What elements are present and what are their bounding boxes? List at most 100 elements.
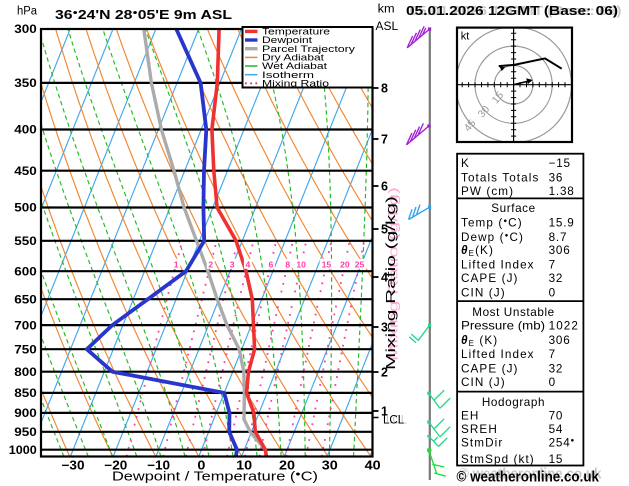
svg-text:4: 4 (381, 271, 388, 285)
svg-text:StmSpd (kt): StmSpd (kt) (461, 453, 535, 466)
svg-text:650: 650 (14, 292, 37, 306)
svg-text:4: 4 (246, 260, 251, 270)
svg-text:25: 25 (355, 260, 365, 270)
svg-text:θE(K): θE(K) (461, 244, 494, 258)
svg-text:750: 750 (14, 342, 37, 356)
svg-text:CIN (J): CIN (J) (461, 287, 506, 300)
svg-text:km: km (378, 4, 395, 16)
svg-text:36●24'N 28●05'E 9m ASL: 36 ●24'N 28 ●05'E 9m ASL (55, 8, 232, 22)
svg-text:15: 15 (322, 260, 332, 270)
svg-text:306: 306 (549, 244, 571, 257)
svg-text:300: 300 (14, 22, 37, 36)
svg-text:EH: EH (461, 409, 479, 422)
svg-text:850: 850 (14, 386, 37, 400)
svg-text:Mixing Ratio (g/kg): Mixing Ratio (g/kg) (384, 196, 398, 370)
svg-text:Dewpoint / Temperature (●C): Dewpoint / Temperature (●C) (112, 469, 318, 484)
svg-text:600: 600 (14, 264, 37, 278)
svg-text:Mixing Ratio (g/kg): Mixing Ratio (g/kg) (387, 187, 401, 361)
svg-text:15: 15 (549, 453, 564, 466)
svg-text:1: 1 (381, 405, 388, 419)
svg-text:8.7: 8.7 (549, 231, 568, 244)
svg-text:10: 10 (296, 260, 306, 270)
svg-text:900: 900 (14, 406, 37, 420)
svg-text:© weatheronline.co.uk: © weatheronline.co.uk (459, 467, 602, 483)
svg-text:40: 40 (365, 458, 381, 472)
svg-text:CIN (J): CIN (J) (461, 376, 506, 389)
svg-text:hPa: hPa (17, 6, 38, 18)
svg-text:Temperature: Temperature (262, 27, 330, 37)
svg-text:800: 800 (14, 365, 37, 379)
svg-text:Pressure (mb): Pressure (mb) (461, 320, 545, 333)
svg-text:Temp (●C): Temp (●C) (461, 216, 523, 229)
svg-text:7: 7 (549, 259, 556, 272)
svg-text:CAPE (J): CAPE (J) (461, 272, 519, 285)
svg-text:ASL: ASL (376, 21, 399, 33)
svg-text:7: 7 (381, 133, 388, 147)
svg-text:500: 500 (14, 201, 37, 215)
svg-text:© weatheronline.co.uk: © weatheronline.co.uk (457, 470, 600, 486)
svg-text:Dewp (●C): Dewp (●C) (461, 231, 524, 244)
svg-text:6: 6 (381, 180, 388, 194)
svg-text:−30: −30 (62, 458, 85, 472)
svg-text:Mixing Ratio: Mixing Ratio (262, 79, 329, 89)
svg-text:0: 0 (549, 287, 556, 300)
svg-text:32: 32 (549, 272, 564, 285)
svg-text:70: 70 (549, 409, 564, 422)
svg-text:LCL: LCL (386, 415, 408, 427)
svg-text:θE (K): θE (K) (461, 334, 498, 348)
svg-text:CAPE (J): CAPE (J) (461, 363, 519, 376)
svg-text:0: 0 (549, 376, 556, 389)
svg-text:kt: kt (461, 31, 470, 43)
svg-text:Dry Adiabat: Dry Adiabat (262, 53, 325, 63)
svg-text:Lifted Index: Lifted Index (461, 259, 535, 272)
svg-text:32: 32 (549, 363, 564, 376)
svg-text:950: 950 (14, 425, 37, 439)
svg-text:20: 20 (279, 458, 295, 472)
svg-text:−20: −20 (104, 458, 127, 472)
svg-text:5: 5 (381, 223, 388, 237)
svg-text:1022: 1022 (549, 320, 579, 333)
svg-text:05.01.2026 12GMT (Base: 06): 05.01.2026 12GMT (Base: 06) (406, 3, 618, 18)
svg-text:2: 2 (208, 260, 213, 270)
svg-text:3: 3 (381, 321, 388, 335)
svg-text:K: K (461, 157, 470, 170)
svg-text:Wet Adiabat: Wet Adiabat (262, 61, 328, 71)
svg-text:3: 3 (230, 260, 235, 270)
svg-text:Hodograph: Hodograph (482, 396, 545, 409)
svg-text:254●: 254● (549, 437, 575, 450)
svg-text:2: 2 (381, 366, 388, 380)
svg-text:Isotherm: Isotherm (262, 70, 314, 80)
svg-text:700: 700 (14, 318, 37, 332)
svg-text:6: 6 (269, 260, 274, 270)
svg-text:30: 30 (322, 458, 338, 472)
svg-text:7: 7 (549, 348, 556, 361)
svg-text:306: 306 (549, 334, 571, 347)
svg-text:Surface: Surface (491, 202, 535, 215)
svg-text:1.38: 1.38 (549, 185, 575, 198)
svg-text:StmDir: StmDir (461, 437, 503, 450)
svg-text:−10: −10 (147, 458, 170, 472)
svg-text:−15: −15 (549, 157, 571, 170)
svg-text:8: 8 (381, 82, 388, 96)
svg-text:PW (cm): PW (cm) (461, 185, 514, 198)
svg-text:550: 550 (14, 234, 37, 248)
svg-text:10: 10 (236, 458, 252, 472)
svg-text:Parcel Trajectory: Parcel Trajectory (262, 44, 356, 54)
svg-text:54: 54 (549, 423, 564, 436)
svg-text:36: 36 (549, 171, 564, 184)
svg-text:0: 0 (197, 458, 205, 472)
svg-text:15.9: 15.9 (549, 216, 575, 229)
svg-text:400: 400 (14, 123, 37, 137)
svg-text:LCL: LCL (383, 415, 405, 427)
svg-text:Dewpoint: Dewpoint (262, 35, 313, 45)
svg-text:05.01.2026 12GMT (Base: 06): 05.01.2026 12GMT (Base: 06) (410, 3, 622, 18)
svg-text:Lifted Index: Lifted Index (461, 348, 535, 361)
svg-text:8: 8 (285, 260, 290, 270)
svg-text:Totals Totals: Totals Totals (461, 171, 539, 184)
svg-text:1: 1 (174, 260, 179, 270)
svg-text:350: 350 (14, 76, 37, 90)
svg-text:Most Unstable: Most Unstable (472, 306, 555, 319)
svg-text:1000: 1000 (9, 443, 37, 457)
svg-text:450: 450 (14, 164, 37, 178)
svg-text:20: 20 (340, 260, 350, 270)
